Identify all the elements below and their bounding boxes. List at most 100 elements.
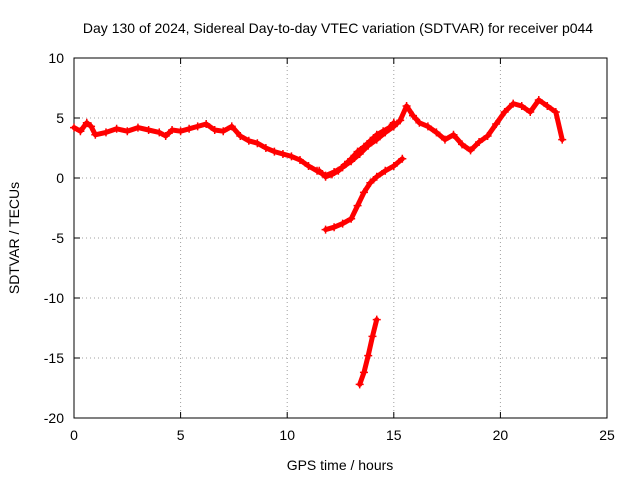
y-tick-label: 0	[56, 170, 64, 186]
data-point	[330, 223, 339, 232]
data-point	[295, 156, 304, 164]
data-point	[364, 351, 373, 360]
x-tick-label: 5	[177, 427, 185, 443]
x-tick-label: 10	[279, 427, 295, 443]
data-point	[185, 124, 194, 133]
y-tick-label: -10	[44, 290, 64, 306]
data-point	[408, 111, 417, 120]
data-point	[338, 219, 347, 228]
data-point	[91, 130, 100, 139]
data-point	[334, 166, 343, 175]
data-point	[381, 166, 390, 175]
data-point	[155, 128, 164, 137]
data-point	[321, 225, 330, 234]
data-point	[543, 102, 552, 110]
y-tick-label: 5	[56, 110, 64, 126]
data-point	[368, 332, 377, 341]
data-point	[244, 136, 253, 145]
data-point	[534, 96, 543, 104]
data-point	[449, 130, 458, 139]
data-point	[402, 102, 411, 110]
x-tick-label: 20	[493, 427, 509, 443]
data-point	[347, 214, 356, 223]
y-tick-label: -5	[52, 230, 65, 246]
series-secondary-trace	[315, 118, 398, 181]
data-point	[82, 118, 91, 127]
data-point	[176, 127, 185, 136]
data-point	[389, 162, 398, 170]
y-tick-label: 10	[48, 50, 64, 66]
data-point	[123, 127, 132, 136]
data-point	[278, 150, 287, 158]
data-point	[210, 126, 219, 134]
data-point	[558, 135, 567, 144]
data-point	[161, 132, 170, 140]
data-point	[359, 368, 368, 377]
data-point	[396, 116, 405, 125]
y-tick-label: -15	[44, 350, 64, 366]
data-point	[509, 99, 518, 108]
data-point	[372, 315, 381, 324]
y-tick-label: -20	[44, 410, 64, 426]
data-point	[236, 132, 245, 140]
data-point	[87, 122, 96, 131]
data-point	[355, 380, 364, 389]
data-point	[193, 122, 202, 131]
data-point	[101, 128, 110, 137]
data-point	[112, 124, 121, 133]
data-point	[359, 188, 368, 197]
data-point	[253, 139, 262, 148]
data-point	[526, 108, 535, 116]
data-point	[133, 123, 142, 132]
series-band	[71, 97, 565, 179]
plot-frame	[73, 57, 608, 419]
data-point	[340, 160, 349, 169]
data-point	[366, 136, 375, 145]
x-tick-label: 15	[386, 427, 402, 443]
data-point	[353, 201, 362, 210]
data-point	[353, 147, 362, 156]
data-point	[500, 108, 509, 116]
data-point	[227, 122, 236, 131]
data-point	[389, 118, 398, 127]
data-point	[475, 138, 484, 146]
data-point	[432, 128, 441, 137]
x-axis-label: GPS time / hours	[287, 457, 394, 473]
series-steep-segment	[355, 315, 381, 389]
data-point	[379, 127, 388, 136]
data-point	[423, 122, 432, 131]
data-point	[321, 172, 330, 181]
data-point	[466, 146, 475, 155]
series-main-trace	[70, 96, 567, 180]
data-point	[372, 172, 381, 181]
data-point	[270, 147, 279, 156]
data-point	[168, 126, 177, 134]
x-tick-label: 0	[70, 427, 78, 443]
data-point	[415, 118, 424, 127]
data-point	[219, 127, 228, 136]
x-tick-label: 25	[599, 427, 615, 443]
data-point	[551, 108, 560, 116]
data-point	[304, 162, 313, 170]
data-point	[347, 154, 356, 163]
data-point	[398, 154, 407, 163]
data-point	[144, 126, 153, 134]
data-point	[517, 102, 526, 110]
data-point	[76, 127, 85, 136]
series-lower-branch	[321, 154, 407, 234]
data-point	[287, 152, 296, 161]
data-point	[458, 140, 467, 149]
data-marks	[70, 96, 567, 389]
data-point	[385, 123, 394, 132]
data-point	[366, 178, 375, 187]
y-axis-label: SDTVAR / TECUs	[6, 182, 22, 294]
data-point	[483, 132, 492, 140]
data-point	[359, 142, 368, 151]
data-point	[261, 144, 270, 152]
data-point	[70, 123, 78, 132]
data-point	[492, 120, 501, 128]
chart-title: Day 130 of 2024, Sidereal Day-to-day VTE…	[83, 20, 593, 36]
data-point	[202, 120, 211, 128]
data-point	[372, 130, 381, 139]
